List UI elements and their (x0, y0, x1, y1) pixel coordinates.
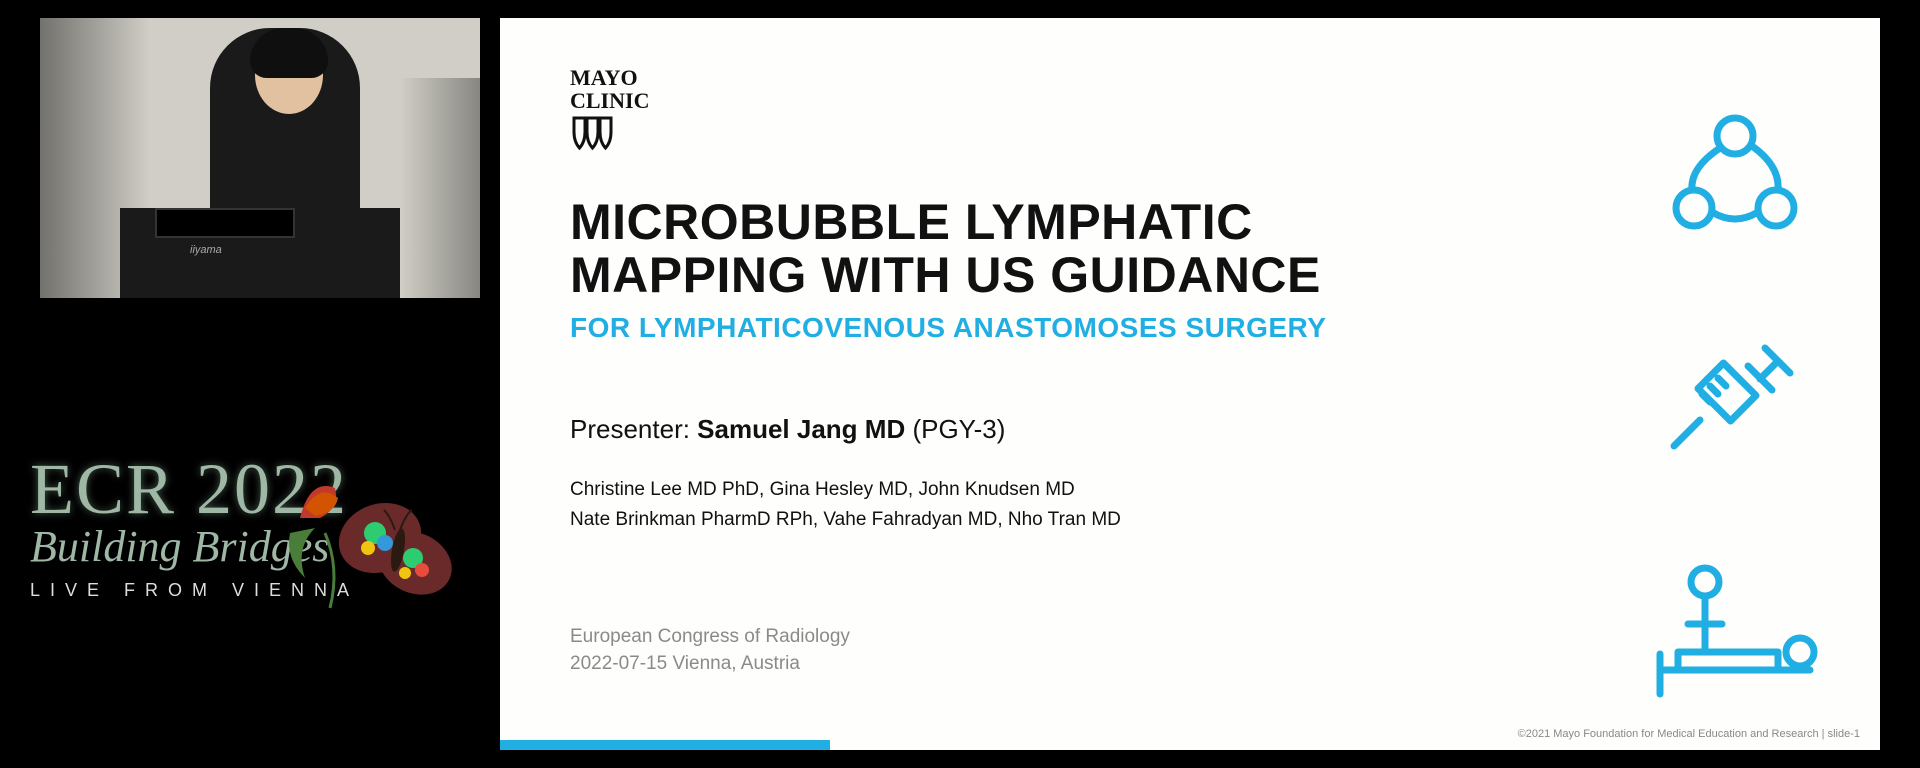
nodes-cycle-icon (1660, 108, 1810, 248)
venue-info: European Congress of Radiology 2022-07-1… (570, 624, 1810, 677)
slide-copyright: ©2021 Mayo Foundation for Medical Educat… (1518, 728, 1860, 740)
event-branding: ECR 2022 Building Bridges LIVE FROM VIEN… (30, 448, 470, 708)
mayo-shield-icon (570, 116, 616, 152)
butterfly-flower-icon (280, 458, 460, 618)
slide-accent-bar (500, 740, 830, 750)
authors-line1: Christine Lee MD PhD, Gina Hesley MD, Jo… (570, 475, 1810, 504)
podium-monitor (155, 208, 295, 238)
venue-line2: 2022-07-15 Vienna, Austria (570, 651, 1810, 678)
presenter-line: Presenter: Samuel Jang MD (PGY-3) (570, 414, 1810, 445)
presenter-video: iiyama (40, 18, 480, 298)
syringe-icon (1660, 328, 1810, 478)
slide-icon-column (1650, 108, 1820, 708)
slide-title: MICROBUBBLE LYMPHATIC MAPPING WITH US GU… (570, 196, 1810, 302)
presenter-suffix: (PGY-3) (905, 414, 1005, 444)
presentation-slide: MAYO CLINIC MICROBUBBLE LYMPHATIC MAPPIN… (500, 18, 1880, 750)
authors-line2: Nate Brinkman PharmD RPh, Vahe Fahradyan… (570, 505, 1810, 534)
slide-subtitle: FOR LYMPHATICOVENOUS ANASTOMOSES SURGERY (570, 312, 1810, 344)
slide-title-line2: MAPPING WITH US GUIDANCE (570, 249, 1810, 302)
venue-line1: European Congress of Radiology (570, 624, 1810, 651)
coauthors: Christine Lee MD PhD, Gina Hesley MD, Jo… (570, 475, 1810, 534)
slide-title-line1: MICROBUBBLE LYMPHATIC (570, 196, 1810, 249)
presenter-hair (250, 28, 328, 78)
monitor-brand-label: iiyama (190, 244, 222, 256)
shadow-right (400, 78, 480, 298)
presenter-name: Samuel Jang MD (697, 414, 905, 444)
org-logo-line1: MAYO (570, 66, 1810, 89)
patient-bed-icon (1650, 558, 1820, 708)
presenter-prefix: Presenter: (570, 414, 697, 444)
org-logo-line2: CLINIC (570, 89, 1810, 112)
mayo-clinic-logo: MAYO CLINIC (570, 66, 1810, 156)
